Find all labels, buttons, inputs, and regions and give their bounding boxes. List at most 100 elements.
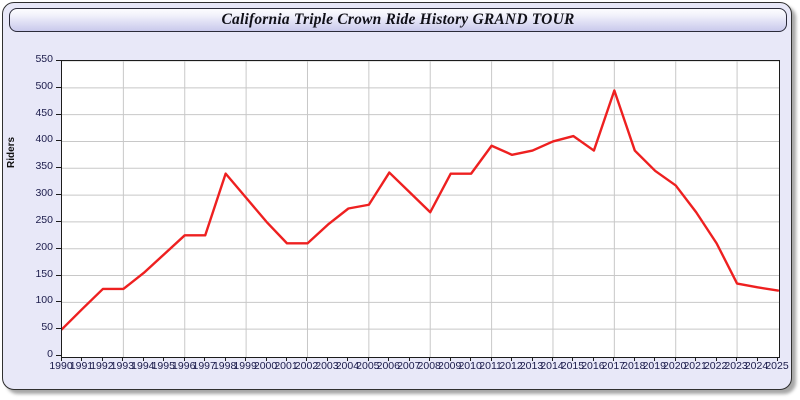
x-tick-mark [756, 356, 758, 361]
riders-series-line [62, 89, 779, 331]
y-tick-label: 100 [35, 294, 53, 307]
y-tick-label: 250 [35, 213, 53, 226]
chart-title-bar: California Triple Crown Ride History GRA… [9, 8, 787, 32]
x-tick-mark [306, 356, 308, 361]
x-tick-label: 2024 [744, 360, 769, 372]
y-axis-title: Riders [6, 136, 17, 168]
plot-area [61, 60, 780, 358]
x-tick-mark [511, 356, 513, 361]
x-tick-mark [572, 356, 574, 361]
line-chart-svg [62, 61, 779, 357]
x-tick-label: 2023 [724, 360, 748, 372]
y-tick-mark [56, 86, 61, 88]
x-tick-label: 2016 [581, 360, 605, 372]
x-tick-label: 2001 [274, 360, 298, 372]
y-tick-mark [56, 194, 61, 196]
y-tick-mark [56, 167, 61, 169]
y-tick-label: 550 [35, 53, 53, 65]
x-tick-label: 1999 [233, 360, 257, 372]
y-tick-mark [56, 247, 61, 249]
y-tick-label: 400 [35, 133, 53, 146]
x-tick-label: 2017 [601, 360, 625, 372]
x-tick-label: 2002 [294, 360, 319, 372]
x-tick-label: 2012 [499, 360, 523, 372]
x-tick-label: 2011 [479, 360, 502, 372]
x-tick-mark [633, 356, 635, 361]
x-tick-mark [122, 356, 124, 361]
x-tick-label: 2021 [683, 360, 707, 372]
x-tick-mark [367, 356, 369, 361]
x-tick-mark [163, 356, 165, 361]
x-tick-mark [531, 356, 533, 361]
x-tick-mark [490, 356, 492, 361]
y-tick-label: 50 [41, 321, 53, 334]
x-tick-mark [715, 356, 717, 361]
x-tick-label: 1990 [49, 360, 73, 372]
x-tick-mark [388, 356, 390, 361]
x-tick-label: 2022 [703, 360, 728, 372]
y-tick-mark [56, 274, 61, 276]
x-tick-mark [470, 356, 472, 361]
x-tick-mark [326, 356, 328, 361]
y-tick-mark [56, 140, 61, 142]
x-tick-label: 2010 [458, 360, 482, 372]
y-tick-label: 500 [35, 79, 53, 92]
x-tick-label: 1995 [151, 360, 175, 372]
x-tick-mark [61, 356, 62, 361]
vertical-gridlines [122, 61, 738, 357]
x-tick-mark [449, 356, 451, 361]
y-tick-mark [56, 355, 61, 356]
x-tick-mark [81, 356, 83, 361]
x-tick-label: 2015 [560, 360, 585, 372]
x-tick-label: 2025 [765, 360, 789, 372]
y-tick-label: 0 [47, 348, 53, 360]
x-tick-mark [592, 356, 594, 361]
x-tick-mark [695, 356, 697, 361]
x-tick-label: 2020 [663, 360, 687, 372]
x-tick-mark [736, 356, 738, 361]
chart-panel: California Triple Crown Ride History GRA… [2, 2, 792, 390]
y-tick-label: 300 [35, 187, 53, 200]
x-tick-label: 2019 [642, 360, 666, 372]
x-tick-mark [183, 356, 185, 361]
x-tick-mark [654, 356, 656, 361]
x-tick-mark [347, 356, 349, 361]
x-tick-label: 1991 [69, 360, 94, 372]
y-tick-label: 200 [35, 240, 53, 253]
x-tick-mark [224, 356, 226, 361]
x-tick-mark [408, 356, 410, 361]
horizontal-gridlines [62, 61, 779, 330]
x-tick-mark [613, 356, 615, 361]
x-tick-label: 2008 [417, 360, 441, 372]
y-tick-mark [56, 220, 61, 222]
y-tick-mark [56, 301, 61, 303]
x-tick-label: 1993 [110, 360, 135, 372]
x-tick-label: 2009 [437, 360, 462, 372]
x-tick-mark [101, 356, 103, 361]
y-tick-mark [56, 113, 61, 115]
y-tick-label: 450 [35, 106, 53, 119]
x-tick-label: 2000 [253, 360, 278, 372]
y-tick-mark [56, 328, 61, 330]
x-tick-mark [265, 356, 267, 361]
x-tick-label: 1997 [192, 360, 216, 372]
page-title: California Triple Crown Ride History GRA… [221, 11, 575, 28]
x-tick-mark [286, 356, 288, 361]
x-tick-mark [674, 356, 676, 361]
x-tick-label: 2006 [376, 360, 400, 372]
y-tick-label: 150 [35, 267, 53, 280]
x-tick-label: 2005 [356, 360, 380, 372]
y-tick-label: 350 [35, 160, 53, 173]
x-tick-label: 1996 [172, 360, 196, 372]
x-tick-mark [551, 356, 553, 361]
x-tick-label: 1994 [131, 360, 155, 372]
x-tick-mark [204, 356, 206, 361]
x-tick-label: 2018 [622, 360, 646, 372]
x-tick-label: 1998 [212, 360, 237, 372]
x-tick-mark [245, 356, 247, 361]
x-tick-mark [777, 356, 778, 361]
x-tick-label: 2014 [540, 360, 564, 372]
x-tick-label: 2004 [335, 360, 360, 372]
x-tick-label: 2013 [519, 360, 544, 372]
